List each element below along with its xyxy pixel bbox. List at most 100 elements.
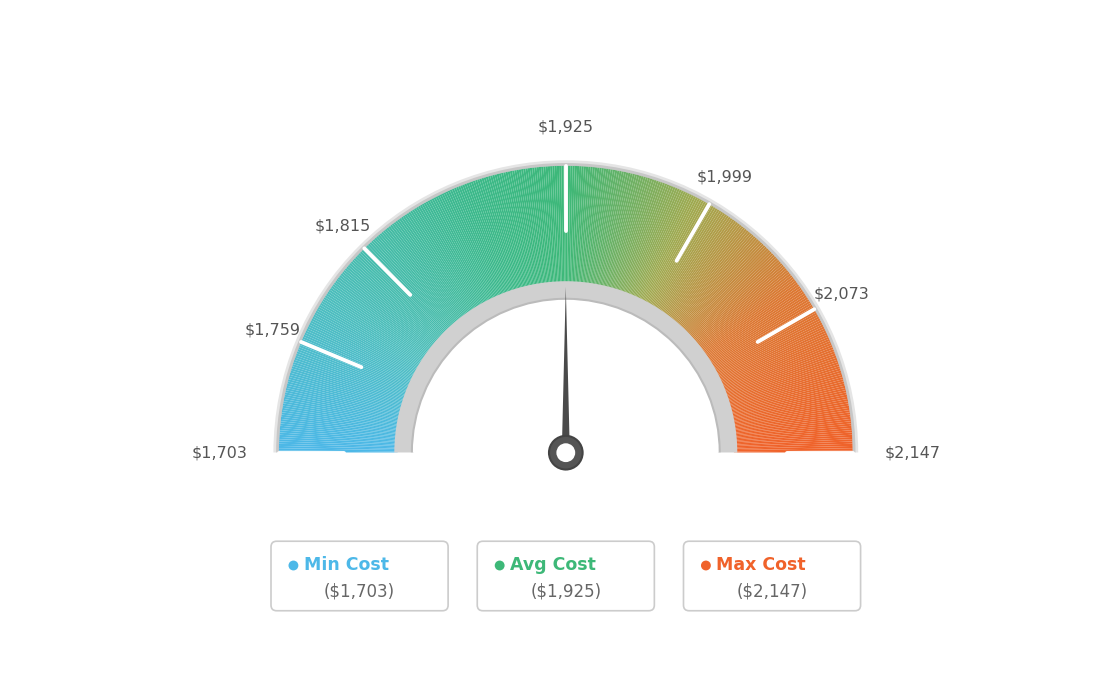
- Wedge shape: [665, 221, 736, 317]
- Wedge shape: [309, 322, 416, 377]
- Wedge shape: [711, 308, 815, 369]
- Wedge shape: [532, 168, 548, 286]
- Wedge shape: [293, 362, 406, 401]
- Wedge shape: [510, 171, 534, 288]
- Wedge shape: [702, 286, 800, 356]
- Wedge shape: [393, 222, 466, 318]
- Wedge shape: [545, 166, 555, 285]
- Wedge shape: [465, 184, 508, 295]
- Wedge shape: [654, 208, 718, 310]
- Wedge shape: [301, 339, 412, 387]
- Wedge shape: [285, 395, 401, 420]
- Wedge shape: [439, 194, 493, 302]
- Wedge shape: [279, 437, 397, 445]
- Wedge shape: [725, 362, 839, 401]
- Wedge shape: [667, 224, 740, 319]
- Wedge shape: [300, 343, 411, 390]
- Wedge shape: [417, 206, 480, 308]
- Wedge shape: [442, 193, 495, 301]
- Wedge shape: [678, 239, 758, 328]
- Wedge shape: [448, 190, 498, 299]
- Wedge shape: [571, 166, 577, 285]
- Wedge shape: [722, 347, 834, 392]
- Wedge shape: [492, 175, 524, 290]
- Wedge shape: [606, 174, 637, 290]
- Wedge shape: [373, 239, 454, 328]
- Wedge shape: [279, 444, 397, 448]
- Wedge shape: [658, 213, 725, 313]
- Wedge shape: [722, 345, 832, 391]
- Wedge shape: [576, 166, 586, 285]
- Wedge shape: [700, 280, 797, 353]
- Wedge shape: [318, 306, 421, 368]
- Wedge shape: [506, 172, 532, 288]
- Wedge shape: [392, 224, 465, 319]
- Wedge shape: [662, 218, 733, 316]
- Wedge shape: [640, 195, 694, 302]
- Wedge shape: [734, 439, 852, 446]
- Wedge shape: [408, 212, 475, 312]
- Wedge shape: [413, 299, 719, 453]
- Wedge shape: [734, 446, 852, 450]
- Wedge shape: [548, 166, 556, 285]
- Wedge shape: [590, 168, 608, 286]
- Wedge shape: [696, 270, 788, 346]
- Wedge shape: [726, 368, 841, 404]
- Wedge shape: [720, 339, 830, 387]
- Wedge shape: [702, 284, 799, 355]
- Text: Min Cost: Min Cost: [304, 557, 389, 575]
- Wedge shape: [694, 268, 787, 346]
- Wedge shape: [687, 253, 774, 337]
- Wedge shape: [693, 265, 784, 344]
- Wedge shape: [297, 349, 408, 393]
- Wedge shape: [660, 215, 729, 315]
- Text: Avg Cost: Avg Cost: [510, 557, 596, 575]
- Wedge shape: [412, 209, 477, 310]
- Wedge shape: [574, 166, 582, 285]
- Wedge shape: [293, 364, 406, 402]
- Wedge shape: [288, 379, 403, 411]
- Wedge shape: [733, 421, 851, 435]
- Circle shape: [701, 560, 711, 571]
- Circle shape: [495, 560, 505, 571]
- Wedge shape: [284, 399, 401, 422]
- Wedge shape: [619, 181, 659, 294]
- Wedge shape: [575, 166, 584, 285]
- Wedge shape: [481, 178, 518, 292]
- Wedge shape: [713, 315, 818, 373]
- Wedge shape: [282, 408, 400, 428]
- Wedge shape: [317, 308, 421, 369]
- Wedge shape: [635, 191, 686, 300]
- Wedge shape: [644, 198, 700, 304]
- Wedge shape: [709, 301, 810, 365]
- Wedge shape: [588, 168, 606, 286]
- Wedge shape: [501, 172, 529, 289]
- Wedge shape: [337, 279, 432, 352]
- Wedge shape: [731, 395, 847, 420]
- Wedge shape: [352, 259, 442, 341]
- Wedge shape: [401, 217, 470, 315]
- Wedge shape: [656, 210, 721, 311]
- Wedge shape: [734, 448, 852, 451]
- Wedge shape: [497, 174, 527, 290]
- Wedge shape: [556, 166, 562, 285]
- Wedge shape: [603, 172, 630, 289]
- Wedge shape: [732, 406, 849, 426]
- Wedge shape: [655, 209, 720, 310]
- Wedge shape: [611, 176, 644, 291]
- Wedge shape: [521, 169, 541, 286]
- Wedge shape: [724, 357, 837, 398]
- Wedge shape: [733, 419, 851, 434]
- Wedge shape: [729, 384, 845, 413]
- Wedge shape: [344, 268, 437, 346]
- Wedge shape: [320, 303, 423, 366]
- Wedge shape: [508, 171, 533, 288]
- Wedge shape: [659, 214, 728, 314]
- Text: $2,147: $2,147: [884, 445, 941, 460]
- Wedge shape: [614, 178, 650, 292]
- Wedge shape: [715, 320, 821, 376]
- Wedge shape: [342, 272, 435, 348]
- Wedge shape: [733, 417, 851, 433]
- Wedge shape: [338, 277, 433, 351]
- Wedge shape: [673, 232, 751, 324]
